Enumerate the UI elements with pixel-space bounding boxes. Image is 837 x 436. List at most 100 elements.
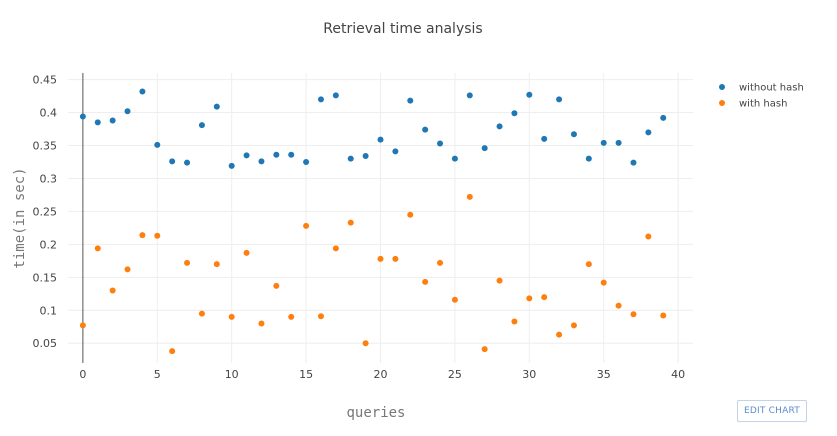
data-point-with-hash[interactable] [526,295,533,302]
edit-chart-button[interactable]: EDIT CHART [737,400,807,422]
legend-marker[interactable] [719,84,725,90]
data-point-without-hash[interactable] [392,148,399,155]
legend-label[interactable]: without hash [739,83,804,94]
data-point-without-hash[interactable] [79,113,86,120]
data-point-with-hash[interactable] [645,233,652,240]
data-point-with-hash[interactable] [362,340,369,347]
data-point-without-hash[interactable] [645,129,652,136]
data-point-with-hash[interactable] [258,320,265,327]
data-point-without-hash[interactable] [377,136,384,143]
data-point-with-hash[interactable] [273,282,280,289]
data-point-with-hash[interactable] [377,255,384,262]
data-point-without-hash[interactable] [184,159,191,166]
data-point-without-hash[interactable] [347,155,354,162]
data-point-without-hash[interactable] [526,91,533,98]
data-point-without-hash[interactable] [273,151,280,158]
data-point-without-hash[interactable] [585,155,592,162]
data-point-with-hash[interactable] [422,278,429,285]
data-point-without-hash[interactable] [496,123,503,130]
x-tick-label: 35 [597,368,611,381]
data-point-with-hash[interactable] [451,296,458,303]
data-point-without-hash[interactable] [541,135,548,142]
data-point-with-hash[interactable] [169,348,176,355]
data-point-without-hash[interactable] [317,96,324,103]
data-point-with-hash[interactable] [466,193,473,200]
x-tick-label: 5 [154,368,161,381]
data-point-without-hash[interactable] [407,97,414,104]
data-point-with-hash[interactable] [556,331,563,338]
data-point-without-hash[interactable] [451,155,458,162]
data-point-with-hash[interactable] [392,255,399,262]
data-point-without-hash[interactable] [303,158,310,165]
data-point-without-hash[interactable] [362,153,369,160]
y-axis-title: time(in sec) [12,167,28,268]
grid [68,73,693,363]
data-point-with-hash[interactable] [332,245,339,252]
legend[interactable]: without hash with hash [719,83,804,110]
data-point-without-hash[interactable] [109,117,116,124]
x-tick-label: 20 [374,368,388,381]
data-point-with-hash[interactable] [109,287,116,294]
legend-marker[interactable] [719,100,725,106]
y-tick-label: 0.4 [40,107,58,120]
data-point-without-hash[interactable] [660,114,667,121]
data-point-without-hash[interactable] [139,88,146,95]
data-point-without-hash[interactable] [600,139,607,146]
data-point-with-hash[interactable] [228,313,235,320]
data-point-without-hash[interactable] [332,92,339,99]
data-point-without-hash[interactable] [570,131,577,138]
data-point-without-hash[interactable] [198,122,205,129]
x-tick-label: 15 [299,368,313,381]
data-point-with-hash[interactable] [496,277,503,284]
data-point-with-hash[interactable] [407,211,414,218]
data-point-with-hash[interactable] [213,261,220,268]
data-point-without-hash[interactable] [481,145,488,152]
data-point-without-hash[interactable] [422,126,429,133]
data-point-with-hash[interactable] [154,232,161,239]
data-point-with-hash[interactable] [288,313,295,320]
y-tick-label: 0.35 [33,140,58,153]
y-tick-label: 0.3 [40,172,58,185]
data-point-with-hash[interactable] [511,318,518,325]
data-point-without-hash[interactable] [169,158,176,165]
y-tick-label: 0.25 [33,205,58,218]
data-point-with-hash[interactable] [630,311,637,318]
data-point-without-hash[interactable] [466,92,473,99]
data-point-with-hash[interactable] [615,302,622,309]
data-point-with-hash[interactable] [184,259,191,266]
data-point-without-hash[interactable] [243,152,250,159]
data-point-with-hash[interactable] [198,310,205,317]
data-point-with-hash[interactable] [437,259,444,266]
legend-label[interactable]: with hash [739,99,787,110]
data-point-without-hash[interactable] [258,158,265,165]
data-point-without-hash[interactable] [615,139,622,146]
data-point-with-hash[interactable] [79,322,86,329]
data-point-with-hash[interactable] [303,222,310,229]
data-point-without-hash[interactable] [556,96,563,103]
data-point-with-hash[interactable] [317,313,324,320]
data-point-with-hash[interactable] [541,294,548,301]
data-point-without-hash[interactable] [213,103,220,110]
chart-title: Retrieval time analysis [323,21,482,37]
data-point-with-hash[interactable] [139,232,146,239]
data-point-with-hash[interactable] [124,266,131,273]
data-point-without-hash[interactable] [94,119,101,126]
data-point-without-hash[interactable] [630,159,637,166]
data-point-without-hash[interactable] [288,151,295,158]
data-point-without-hash[interactable] [437,140,444,147]
data-point-with-hash[interactable] [570,322,577,329]
data-point-with-hash[interactable] [481,346,488,353]
data-point-without-hash[interactable] [154,141,161,148]
data-point-with-hash[interactable] [585,261,592,268]
data-point-without-hash[interactable] [511,110,518,117]
data-point-without-hash[interactable] [124,108,131,115]
data-point-with-hash[interactable] [660,312,667,319]
data-point-with-hash[interactable] [347,219,354,226]
y-tick-label: 0.1 [40,304,58,317]
data-point-with-hash[interactable] [600,279,607,286]
data-point-with-hash[interactable] [243,249,250,256]
data-point-without-hash[interactable] [228,162,235,169]
data-point-with-hash[interactable] [94,245,101,252]
x-tick-label: 0 [79,368,86,381]
